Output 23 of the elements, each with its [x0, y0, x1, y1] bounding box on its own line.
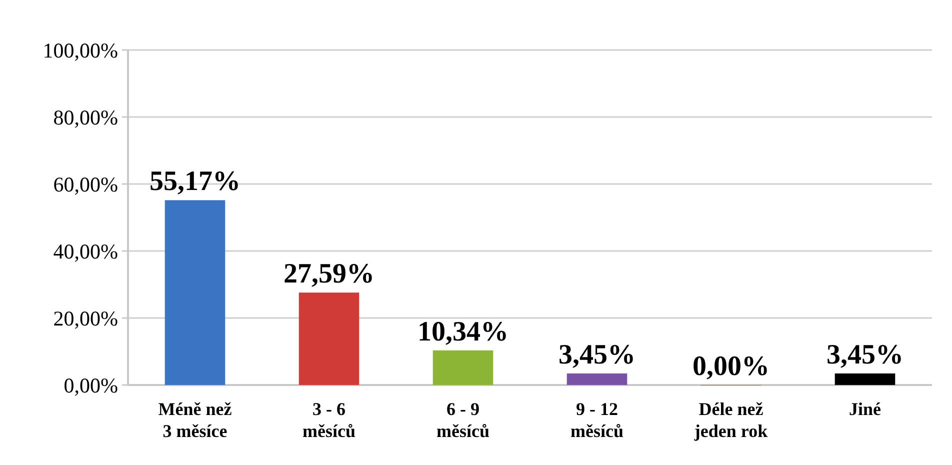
- bar: [566, 373, 628, 385]
- data-label: 3,45%: [826, 339, 904, 370]
- x-tick-label: 3 - 6 měsíců: [302, 399, 356, 441]
- bar: [298, 292, 360, 385]
- y-tick-label: 0,00%: [64, 373, 118, 398]
- data-label: 55,17%: [150, 166, 240, 198]
- bar: [432, 350, 494, 385]
- data-label: 0,00%: [692, 351, 770, 382]
- y-tick-label: 60,00%: [53, 172, 118, 196]
- x-tick-label: Jiné: [848, 399, 882, 419]
- x-tick-label: 9 - 12 měsíců: [570, 399, 624, 441]
- y-tick-label: 80,00%: [53, 105, 118, 130]
- data-label: 10,34%: [418, 316, 508, 348]
- data-label: 3,45%: [558, 339, 636, 370]
- x-tick-label: Méně než 3 měsíce: [158, 399, 232, 441]
- y-tick-label: 100,00%: [42, 38, 118, 62]
- x-tick-label: Déle než jeden rok: [693, 399, 768, 441]
- x-tick-label: 6 - 9 měsíců: [436, 399, 490, 441]
- data-label: 27,59%: [284, 258, 374, 290]
- bar: [834, 373, 896, 385]
- y-tick-label: 40,00%: [53, 239, 118, 264]
- bar: [164, 200, 226, 385]
- y-tick-label: 20,00%: [53, 306, 118, 330]
